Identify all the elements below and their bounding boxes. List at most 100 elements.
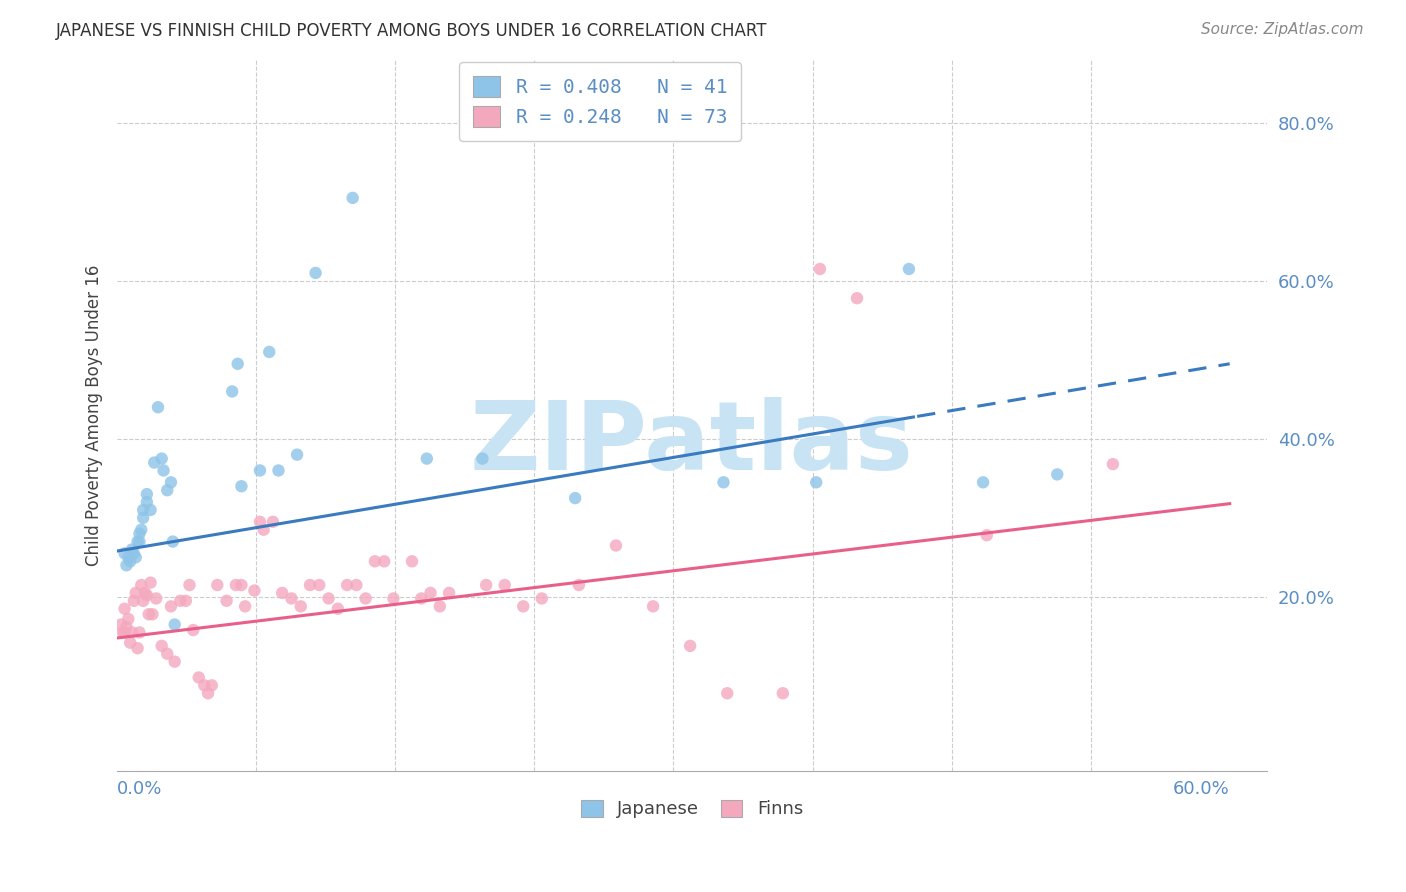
Point	[139, 575, 162, 590]
Point	[143, 456, 166, 470]
Point	[114, 546, 136, 560]
Point	[201, 678, 224, 692]
Point	[125, 586, 148, 600]
Point	[512, 599, 534, 614]
Point	[568, 578, 591, 592]
Point	[120, 554, 142, 568]
Point	[122, 594, 145, 608]
Point	[128, 534, 150, 549]
Point	[411, 591, 433, 606]
Point	[225, 578, 247, 592]
Point	[342, 191, 364, 205]
Point	[146, 401, 169, 415]
Point	[233, 599, 256, 614]
Point	[249, 463, 271, 477]
Point	[772, 686, 794, 700]
Point	[253, 523, 276, 537]
Text: JAPANESE VS FINNISH CHILD POVERTY AMONG BOYS UNDER 16 CORRELATION CHART: JAPANESE VS FINNISH CHILD POVERTY AMONG …	[56, 22, 768, 40]
Point	[141, 607, 163, 622]
Point	[181, 623, 204, 637]
Point	[354, 591, 377, 606]
Point	[304, 266, 326, 280]
Point	[128, 625, 150, 640]
Point	[132, 511, 155, 525]
Point	[257, 345, 280, 359]
Point	[127, 641, 149, 656]
Point	[1046, 467, 1069, 482]
Point	[437, 586, 460, 600]
Point	[564, 491, 586, 505]
Point	[605, 539, 627, 553]
Point	[145, 591, 167, 606]
Point	[382, 591, 405, 606]
Point	[290, 599, 312, 614]
Point	[160, 475, 183, 490]
Point	[134, 586, 156, 600]
Point	[364, 554, 387, 568]
Point	[262, 515, 284, 529]
Point	[135, 495, 157, 509]
Point	[679, 639, 702, 653]
Point	[121, 625, 143, 640]
Point	[336, 578, 359, 592]
Legend: Japanese, Finns: Japanese, Finns	[574, 792, 810, 826]
Text: Source: ZipAtlas.com: Source: ZipAtlas.com	[1201, 22, 1364, 37]
Point	[115, 558, 138, 573]
Point	[129, 523, 152, 537]
Point	[285, 448, 308, 462]
Point	[163, 617, 186, 632]
Point	[298, 578, 321, 592]
Point	[716, 686, 738, 700]
Point	[129, 578, 152, 592]
Point	[111, 625, 134, 640]
Point	[115, 620, 138, 634]
Point	[530, 591, 553, 606]
Point	[150, 639, 173, 653]
Point	[808, 262, 831, 277]
Point	[122, 546, 145, 560]
Point	[169, 594, 191, 608]
Point	[135, 487, 157, 501]
Text: 60.0%: 60.0%	[1173, 780, 1230, 797]
Point	[117, 550, 139, 565]
Point	[152, 463, 174, 477]
Point	[162, 534, 184, 549]
Point	[221, 384, 243, 399]
Point	[806, 475, 828, 490]
Point	[231, 479, 253, 493]
Y-axis label: Child Poverty Among Boys Under 16: Child Poverty Among Boys Under 16	[86, 264, 103, 566]
Point	[373, 554, 395, 568]
Point	[132, 503, 155, 517]
Point	[243, 583, 266, 598]
Point	[139, 503, 162, 517]
Point	[160, 599, 183, 614]
Point	[972, 475, 994, 490]
Point	[419, 586, 441, 600]
Point	[471, 451, 494, 466]
Point	[187, 670, 209, 684]
Point	[132, 594, 155, 608]
Point	[318, 591, 340, 606]
Point	[193, 678, 215, 692]
Point	[150, 451, 173, 466]
Point	[197, 686, 219, 700]
Point	[280, 591, 302, 606]
Point	[135, 588, 157, 602]
Point	[138, 607, 160, 622]
Point	[174, 594, 197, 608]
Point	[120, 636, 142, 650]
Point	[231, 578, 253, 592]
Point	[267, 463, 290, 477]
Point	[271, 586, 294, 600]
Point	[1102, 457, 1125, 471]
Point	[121, 542, 143, 557]
Point	[127, 534, 149, 549]
Point	[401, 554, 423, 568]
Point	[179, 578, 201, 592]
Point	[494, 578, 516, 592]
Point	[326, 601, 349, 615]
Point	[897, 262, 920, 277]
Point	[110, 617, 132, 632]
Point	[429, 599, 451, 614]
Point	[156, 483, 179, 498]
